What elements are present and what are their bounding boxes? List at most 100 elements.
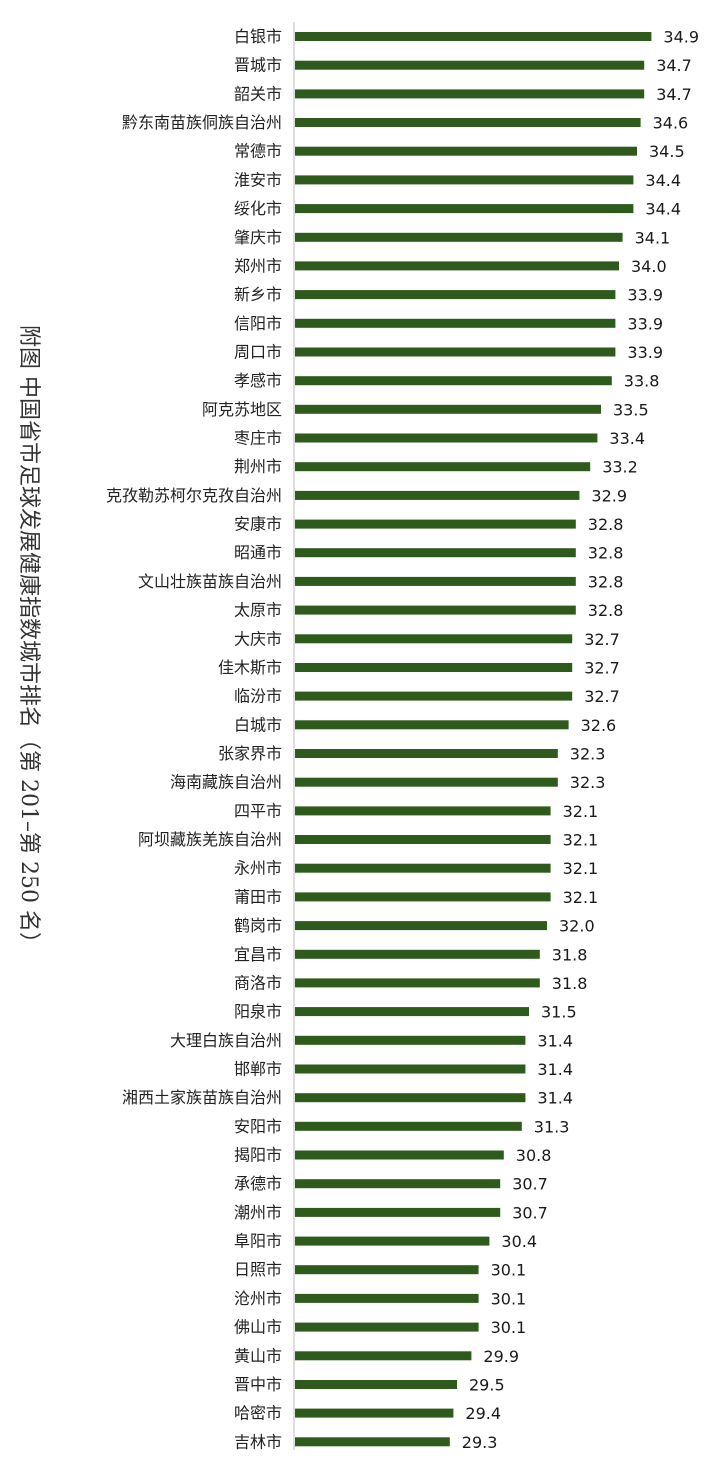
value-label: 34.5 (649, 142, 685, 161)
value-label: 32.8 (588, 572, 624, 591)
category-label: 晋中市 (234, 1375, 282, 1394)
category-label: 黔东南苗族侗族自治州 (122, 113, 282, 132)
category-label: 枣庄市 (234, 429, 282, 448)
bar (295, 204, 634, 214)
bars-group (295, 32, 652, 1447)
bar (295, 1121, 522, 1131)
value-label: 32.1 (563, 802, 599, 821)
category-label: 淮安市 (234, 170, 282, 189)
value-label: 32.8 (588, 544, 624, 563)
bar (295, 720, 569, 730)
bar (295, 548, 576, 558)
value-label: 33.2 (602, 458, 638, 477)
value-label: 32.7 (584, 630, 620, 649)
value-label: 34.4 (645, 171, 681, 190)
value-label: 34.4 (645, 200, 681, 219)
bar (295, 290, 616, 300)
category-label: 永州市 (234, 859, 282, 878)
category-label: 白银市 (234, 27, 282, 46)
value-label: 32.8 (588, 515, 624, 534)
bar (295, 576, 576, 586)
bar (295, 1179, 501, 1189)
bar (295, 1380, 457, 1389)
value-label: 32.6 (581, 716, 617, 735)
value-label: 32.1 (563, 859, 599, 878)
bar (295, 921, 547, 931)
category-label: 信阳市 (234, 314, 282, 333)
value-label: 33.5 (613, 400, 649, 419)
category-label: 沧州市 (234, 1289, 282, 1308)
category-label: 阿克苏地区 (202, 400, 282, 419)
bar (295, 605, 576, 615)
bar (295, 835, 551, 844)
bar (295, 749, 558, 758)
category-label: 韶关市 (234, 84, 282, 103)
bar (295, 32, 652, 41)
value-label: 31.4 (537, 1089, 573, 1108)
value-label: 29.9 (483, 1347, 519, 1366)
value-label: 34.7 (656, 85, 692, 104)
category-label: 鹤岗市 (234, 916, 282, 935)
chart-title: 附图 中国省市足球发展健康指数城市排名（第 201–第 250 名） (16, 325, 41, 954)
category-label: 承德市 (234, 1174, 282, 1193)
category-label: 绥化市 (234, 199, 282, 218)
bar (295, 347, 616, 357)
bar (295, 490, 580, 500)
bar (295, 949, 540, 959)
bar (295, 892, 551, 902)
category-label: 吉林市 (234, 1432, 282, 1451)
bar (295, 318, 616, 328)
category-label: 阳泉市 (234, 1002, 282, 1021)
value-label: 29.3 (462, 1433, 498, 1452)
bar (295, 462, 591, 472)
bar (295, 89, 645, 99)
bar (295, 1437, 450, 1447)
category-label: 孝感市 (234, 371, 282, 390)
value-label: 31.3 (534, 1117, 570, 1136)
bar (295, 175, 634, 185)
value-label: 32.8 (588, 601, 624, 620)
category-label: 佛山市 (234, 1318, 282, 1337)
category-label: 周口市 (234, 343, 282, 362)
bar (295, 1035, 526, 1045)
category-label: 安康市 (234, 515, 282, 534)
value-labels-group: 34.9 34.7 34.7 34.6 34.5 34.4 34.4 34.1 34.0 33.9… (462, 28, 699, 1452)
value-label: 34.6 (653, 114, 689, 133)
bar (295, 146, 637, 156)
bar (295, 404, 601, 414)
value-label: 33.9 (627, 343, 663, 362)
bar (295, 863, 551, 873)
value-label: 32.7 (584, 687, 620, 706)
value-label: 30.8 (516, 1146, 552, 1165)
value-label: 30.7 (512, 1175, 548, 1194)
bar (295, 1408, 454, 1418)
value-label: 32.1 (563, 831, 599, 850)
category-label: 大庆市 (234, 629, 282, 648)
value-label: 30.1 (491, 1261, 527, 1280)
category-label: 常德市 (234, 142, 282, 161)
category-label: 湘西土家族苗族自治州 (122, 1088, 282, 1107)
category-label: 临汾市 (234, 687, 282, 706)
bar (295, 1093, 526, 1103)
value-label: 33.4 (609, 429, 645, 448)
category-label: 海南藏族自治州 (170, 773, 282, 792)
category-label: 克孜勒苏柯尔克孜自治州 (106, 486, 282, 505)
bar (295, 978, 540, 988)
bar (295, 376, 612, 386)
bar (295, 1207, 501, 1217)
value-label: 31.5 (541, 1003, 577, 1022)
category-label: 太原市 (234, 601, 282, 620)
category-label: 新乡市 (234, 285, 282, 304)
value-label: 30.1 (491, 1318, 527, 1337)
bar (295, 60, 645, 70)
bar (295, 1236, 490, 1246)
bar (295, 663, 573, 672)
category-label: 文山壮族苗族自治州 (138, 572, 282, 591)
category-label: 昭通市 (234, 543, 282, 562)
value-label: 34.9 (663, 28, 699, 47)
bar (295, 634, 573, 644)
category-label: 安阳市 (234, 1117, 282, 1136)
bar (295, 1064, 526, 1074)
bar (295, 519, 576, 529)
